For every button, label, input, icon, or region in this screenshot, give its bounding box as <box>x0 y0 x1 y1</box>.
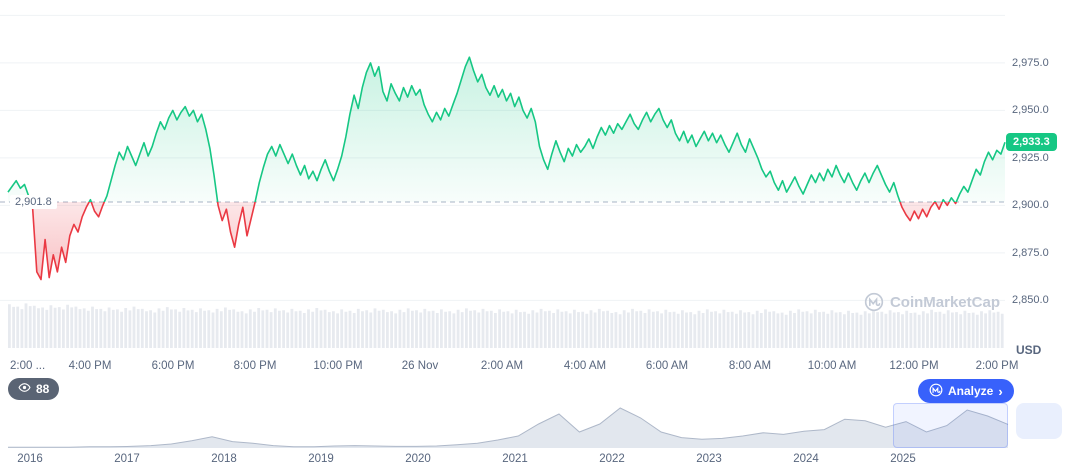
year-label: 2020 <box>405 453 431 465</box>
history-minimap[interactable] <box>0 402 1012 452</box>
price-y-axis[interactable]: 2,975.0 2,950.0 2,925.0 2,900.0 2,875.0 2,850… <box>1012 0 1072 352</box>
y-tick-label: 2,850.0 <box>1012 294 1049 306</box>
x-tick-label: 4:00 AM <box>563 360 607 372</box>
x-tick-label: 6:00 PM <box>151 360 195 372</box>
year-label: 2023 <box>696 453 722 465</box>
year-label: 2025 <box>890 453 916 465</box>
y-tick-label: 2,950.0 <box>1012 104 1049 116</box>
watermark: CoinMarketCap <box>864 292 1000 312</box>
x-tick-label: 8:00 PM <box>233 360 277 372</box>
x-tick-label: 2:00 AM <box>480 360 524 372</box>
time-x-axis[interactable]: 2:00 ... 4:00 PM 6:00 PM 8:00 PM 10:00 PM 26 … <box>0 360 1018 376</box>
minimap-scroll-control[interactable] <box>1016 403 1062 439</box>
year-label: 2017 <box>114 453 140 465</box>
current-price-badge: 2,933.3 <box>1006 133 1057 151</box>
price-chart[interactable] <box>0 0 1008 352</box>
x-tick-label: 10:00 PM <box>313 360 363 372</box>
y-tick-label: 2,925.0 <box>1012 152 1049 164</box>
y-tick-label: 2,975.0 <box>1012 57 1049 69</box>
year-label: 2021 <box>502 453 528 465</box>
minimap-selection-window[interactable] <box>893 403 1008 448</box>
baseline-price-label: 2,901.8 <box>10 195 57 209</box>
x-tick-label: 26 Nov <box>401 360 439 372</box>
x-tick-label: 6:00 AM <box>645 360 689 372</box>
coinmarketcap-logo-icon <box>864 292 884 312</box>
x-tick-label: 2:00 PM <box>975 360 1019 372</box>
year-label: 2019 <box>308 453 334 465</box>
coinmarketcap-logo-icon <box>929 383 943 400</box>
year-label: 2016 <box>17 453 43 465</box>
watermark-label: CoinMarketCap <box>889 293 1000 311</box>
x-tick-label: 10:00 AM <box>807 360 857 372</box>
year-label: 2024 <box>793 453 819 465</box>
x-tick-label: 12:00 PM <box>889 360 939 372</box>
y-tick-label: 2,875.0 <box>1012 247 1049 259</box>
watchers-count-badge[interactable]: 88 <box>8 378 60 400</box>
x-tick-label: 2:00 ... <box>10 360 46 372</box>
analyze-label: Analyze <box>948 384 994 398</box>
year-label: 2022 <box>599 453 625 465</box>
year-label: 2018 <box>211 453 237 465</box>
chevron-right-icon: › <box>998 383 1003 399</box>
x-tick-label: 8:00 AM <box>728 360 772 372</box>
currency-label[interactable]: USD <box>1016 343 1042 357</box>
y-tick-label: 2,900.0 <box>1012 199 1049 211</box>
eye-icon <box>18 381 31 397</box>
x-tick-label: 4:00 PM <box>68 360 112 372</box>
watchers-count: 88 <box>36 382 50 396</box>
analyze-button[interactable]: Analyze › <box>918 379 1014 403</box>
minimap-year-axis[interactable]: 2016 2017 2018 2019 2020 2021 2022 2023 2024 2025 <box>0 453 1008 467</box>
